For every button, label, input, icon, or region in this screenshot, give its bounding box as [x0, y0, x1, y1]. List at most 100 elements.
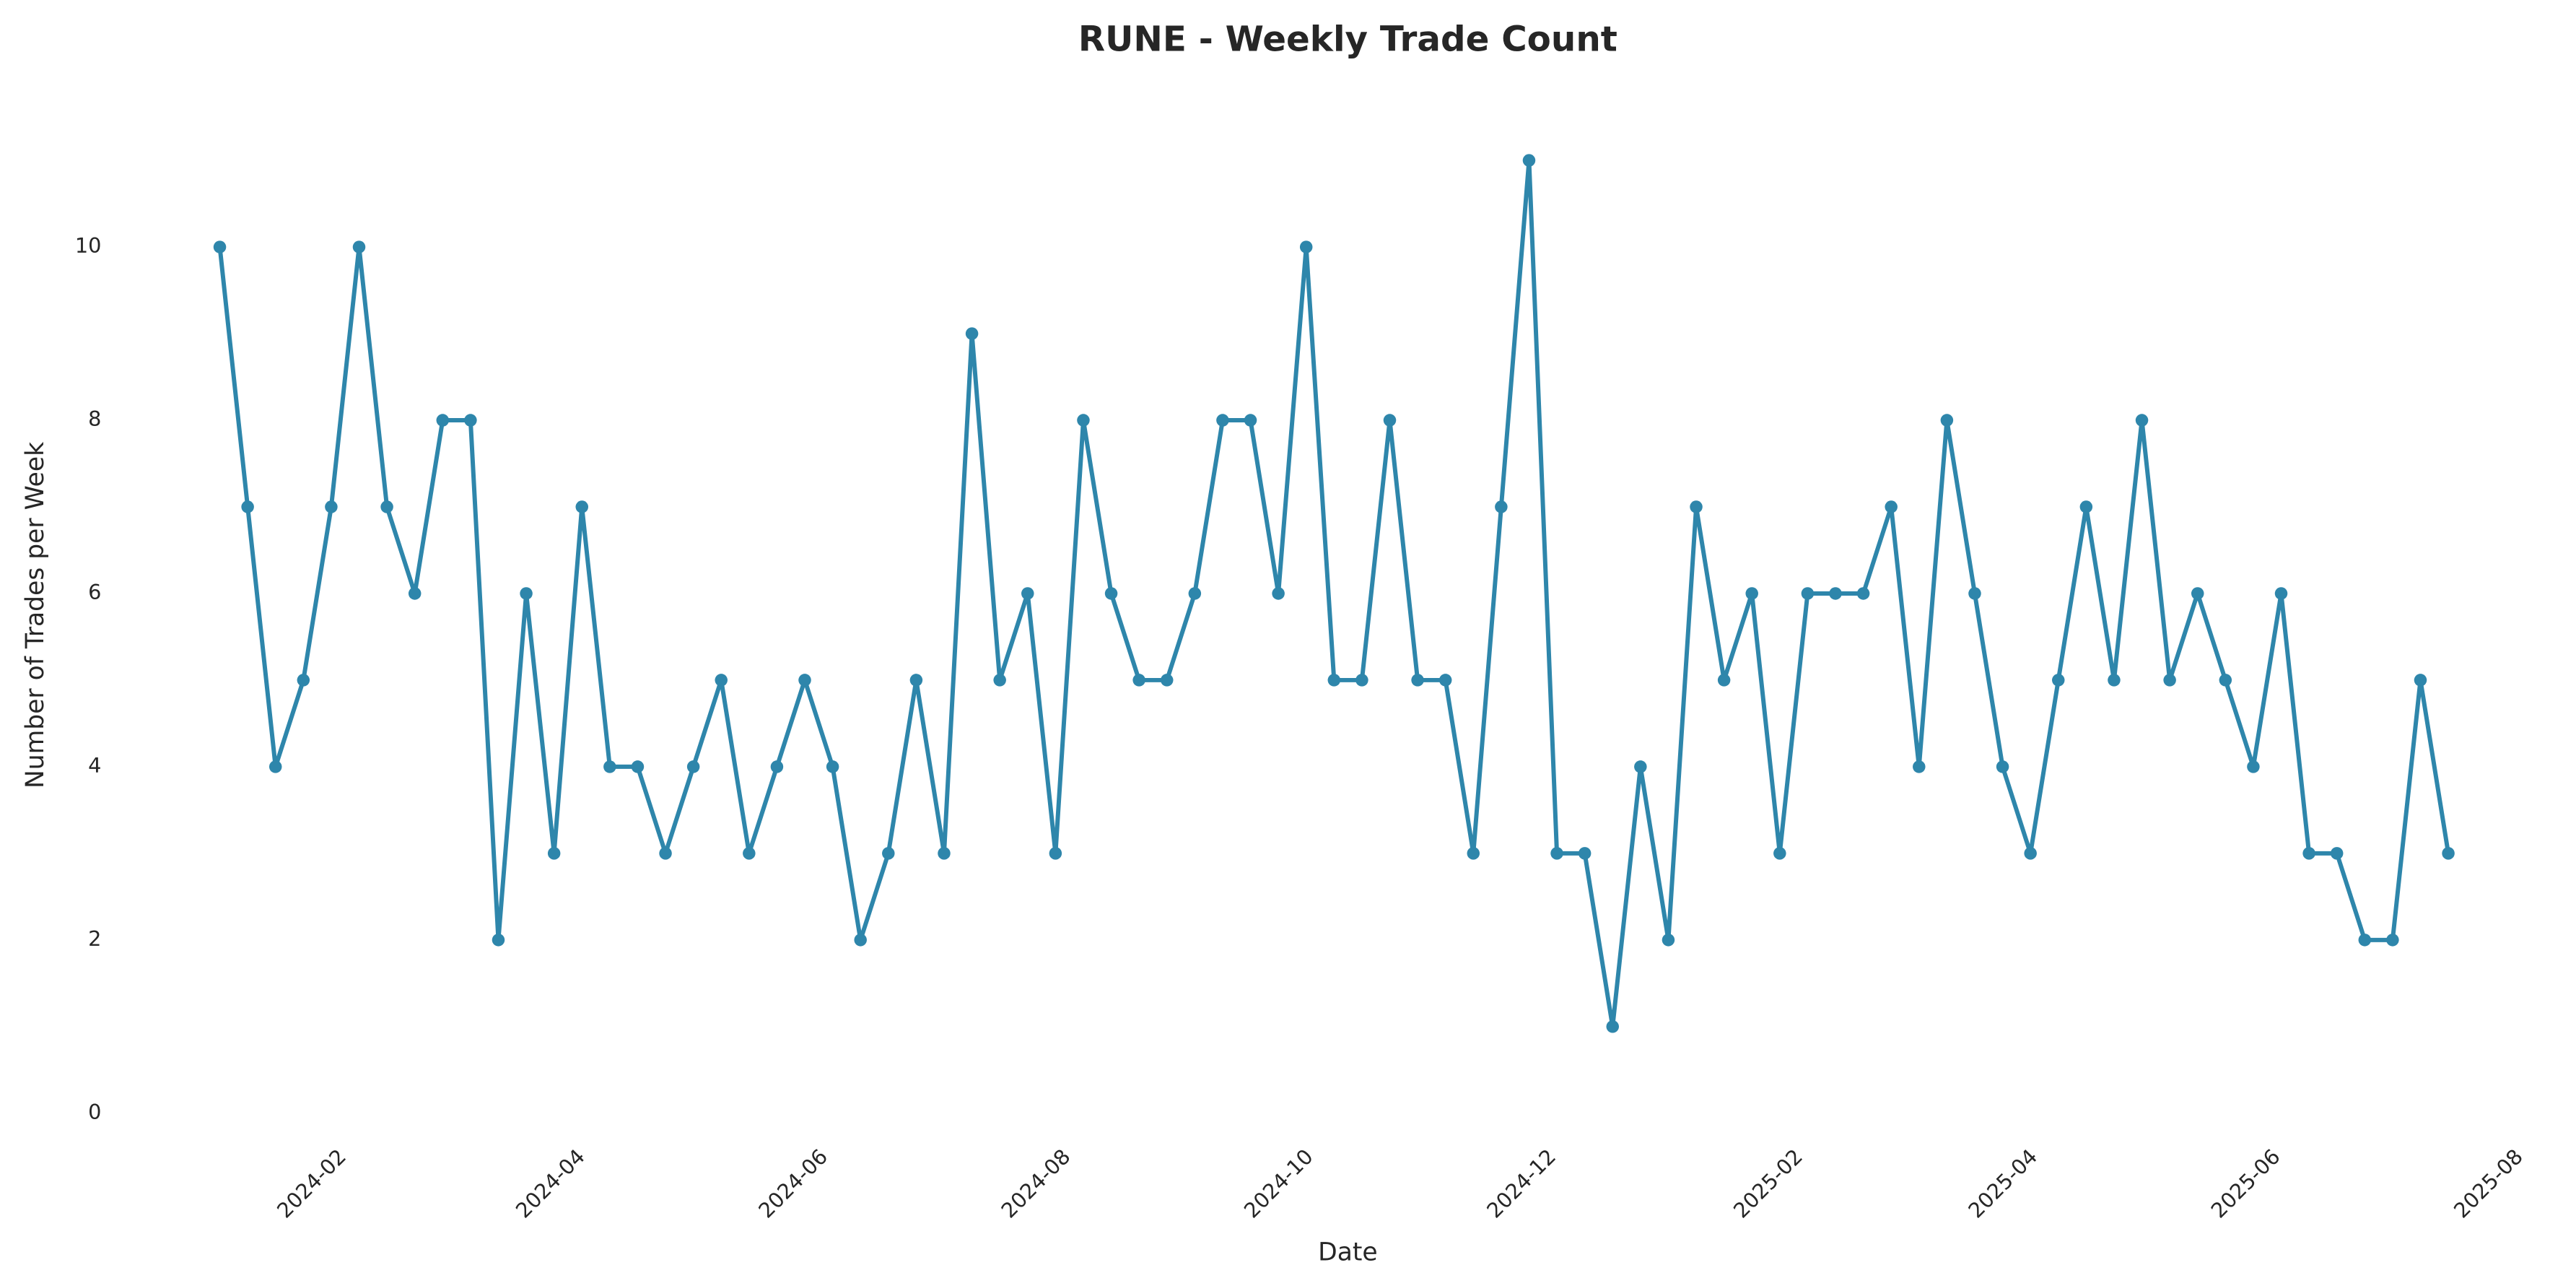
data-point	[2108, 674, 2121, 687]
data-point	[1160, 674, 1174, 687]
data-point	[1606, 1020, 1620, 1033]
data-point	[1773, 847, 1786, 860]
data-point	[1077, 414, 1090, 427]
data-point	[575, 500, 589, 513]
x-tick-label: 2024-02	[272, 1144, 351, 1223]
data-point	[2052, 674, 2065, 687]
data-point	[1690, 500, 1703, 513]
data-point	[213, 240, 227, 253]
x-tick-label: 2024-10	[1239, 1144, 1318, 1223]
data-point	[1104, 587, 1118, 600]
data-point	[1021, 587, 1034, 600]
data-point	[1299, 240, 1313, 253]
x-tick-label: 2024-12	[1482, 1144, 1560, 1223]
data-point	[2414, 674, 2427, 687]
data-point	[1634, 760, 1647, 773]
data-point	[1467, 847, 1480, 860]
data-point	[1717, 674, 1731, 687]
data-point	[798, 674, 811, 687]
y-tick-label: 10	[75, 233, 102, 258]
x-tick-label: 2025-04	[1963, 1144, 2042, 1223]
data-point	[1662, 934, 1675, 947]
data-point	[659, 847, 672, 860]
data-point	[1244, 414, 1257, 427]
data-point	[686, 760, 700, 773]
data-point	[2442, 847, 2455, 860]
data-point	[743, 847, 756, 860]
data-point	[2386, 934, 2399, 947]
data-point	[715, 674, 728, 687]
data-point	[547, 847, 561, 860]
data-point	[1550, 847, 1563, 860]
data-point	[1885, 500, 1898, 513]
x-tick-label: 2024-04	[511, 1144, 590, 1223]
data-point	[1355, 674, 1368, 687]
data-point	[1327, 674, 1341, 687]
data-point	[1829, 587, 1842, 600]
data-point	[1216, 414, 1229, 427]
data-point	[1495, 500, 1508, 513]
data-point	[1578, 847, 1592, 860]
data-point	[2274, 587, 2288, 600]
y-tick-label: 4	[88, 753, 101, 778]
data-point	[770, 760, 784, 773]
data-point	[520, 587, 533, 600]
data-point	[408, 587, 422, 600]
data-point	[1522, 154, 1536, 167]
x-tick-label: 2024-06	[754, 1144, 832, 1223]
data-point	[826, 760, 839, 773]
data-point	[993, 674, 1006, 687]
data-point	[1049, 847, 1062, 860]
data-point	[436, 414, 450, 427]
data-point	[2024, 847, 2037, 860]
y-tick-label: 8	[88, 407, 101, 431]
data-point	[938, 847, 951, 860]
data-point	[2163, 674, 2176, 687]
x-tick-label: 2025-08	[2449, 1144, 2528, 1223]
data-point	[2302, 847, 2315, 860]
data-point	[2135, 414, 2149, 427]
data-point	[325, 500, 338, 513]
x-tick-label: 2025-06	[2206, 1144, 2285, 1223]
data-point	[2079, 500, 2093, 513]
chart-title: RUNE - Weekly Trade Count	[1078, 19, 1617, 60]
data-point	[631, 760, 645, 773]
data-point	[965, 327, 979, 340]
data-point	[1801, 587, 1815, 600]
data-point	[297, 674, 310, 687]
data-point	[1745, 587, 1758, 600]
data-line	[217, 158, 2451, 1029]
data-point	[1438, 674, 1452, 687]
data-point	[1913, 760, 1926, 773]
data-point	[380, 500, 393, 513]
data-point	[464, 414, 477, 427]
data-point	[2191, 587, 2204, 600]
data-point	[492, 934, 505, 947]
data-point	[1383, 414, 1397, 427]
data-point	[1940, 414, 1954, 427]
data-point	[603, 760, 616, 773]
data-point	[2358, 934, 2372, 947]
data-point	[882, 847, 895, 860]
data-point	[1272, 587, 1285, 600]
data-point	[241, 500, 254, 513]
y-tick-label: 0	[88, 1100, 101, 1124]
data-point	[268, 760, 282, 773]
x-axis-label: Date	[1318, 1238, 1377, 1267]
data-point	[2330, 847, 2344, 860]
data-point	[1132, 674, 1145, 687]
y-tick-label: 2	[88, 926, 101, 951]
y-axis-label: Number of Trades per Week	[21, 442, 50, 788]
data-point	[2247, 760, 2260, 773]
data-point	[909, 674, 923, 687]
data-point	[2219, 674, 2232, 687]
data-point	[1188, 587, 1202, 600]
y-tick-label: 6	[88, 580, 101, 604]
x-tick-label: 2025-02	[1729, 1144, 1807, 1223]
data-point	[854, 934, 867, 947]
data-point	[1856, 587, 1870, 600]
data-point	[352, 240, 366, 253]
data-point	[1968, 587, 1981, 600]
